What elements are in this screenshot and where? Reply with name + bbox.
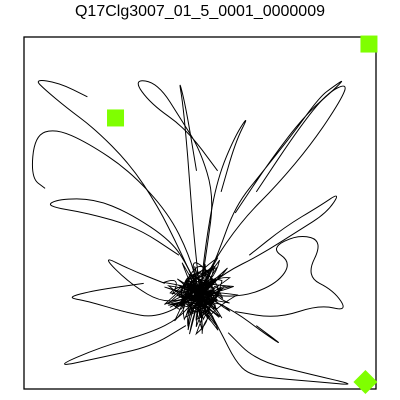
trajectory-path-5 <box>199 85 346 295</box>
arena-markers <box>107 35 378 394</box>
trajectory-path-15 <box>199 120 247 295</box>
trajectory-tracks <box>31 80 349 385</box>
trajectory-cluster <box>162 257 239 336</box>
trajectory-path-10 <box>64 293 201 365</box>
diamond-marker-3 <box>353 369 378 394</box>
square-marker-2 <box>107 109 125 127</box>
trajectory-path-11 <box>199 293 349 385</box>
plot-frame <box>23 36 377 390</box>
trajectory-path-1 <box>37 80 201 295</box>
trajectory-path-6 <box>49 198 201 295</box>
square-marker-1 <box>360 35 378 53</box>
chart-title: Q17Clg3007_01_5_0001_0000009 <box>74 3 325 20</box>
trajectory-path-13 <box>71 282 201 317</box>
trajectory-path-2 <box>31 130 201 295</box>
trajectory-path-3 <box>137 80 219 295</box>
trajectory-path-4 <box>199 80 343 295</box>
trajectory-path-14 <box>179 84 201 295</box>
trajectory-path-8 <box>199 235 344 317</box>
